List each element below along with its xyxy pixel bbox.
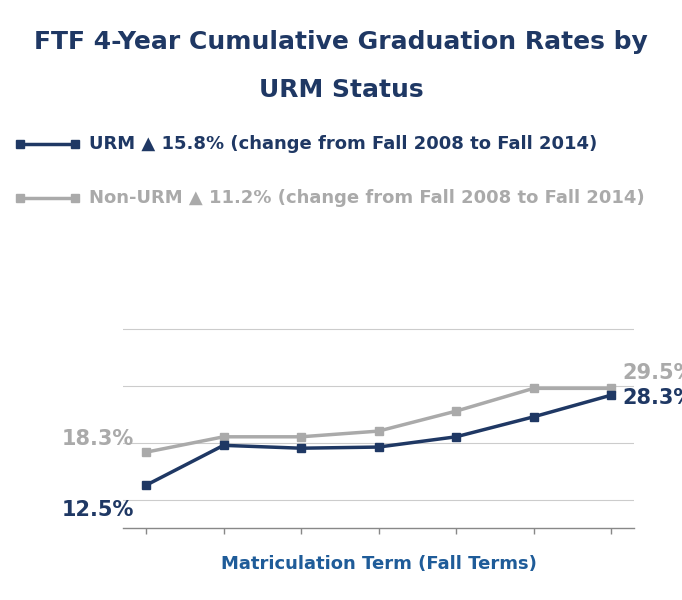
Text: 18.3%: 18.3% (62, 430, 134, 449)
Text: Non-URM ▲ 11.2% (change from Fall 2008 to Fall 2014): Non-URM ▲ 11.2% (change from Fall 2008 t… (89, 189, 644, 207)
Text: 12.5%: 12.5% (62, 499, 134, 520)
Text: FTF 4-Year Cumulative Graduation Rates by: FTF 4-Year Cumulative Graduation Rates b… (34, 30, 648, 54)
Text: URM Status: URM Status (258, 78, 424, 102)
X-axis label: Matriculation Term (Fall Terms): Matriculation Term (Fall Terms) (220, 555, 537, 573)
Text: URM ▲ 15.8% (change from Fall 2008 to Fall 2014): URM ▲ 15.8% (change from Fall 2008 to Fa… (89, 135, 597, 153)
Text: 28.3%: 28.3% (623, 388, 682, 408)
Text: 29.5%: 29.5% (623, 362, 682, 383)
